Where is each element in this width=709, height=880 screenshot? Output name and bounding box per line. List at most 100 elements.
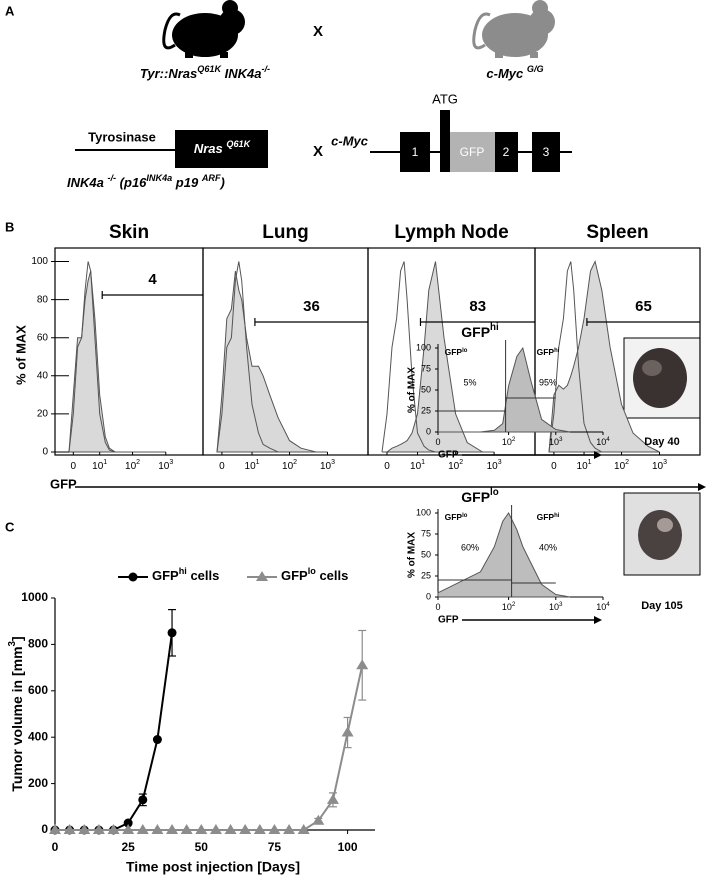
genotype-label: INK4a -/- (p16INK4a p19 ARF) <box>67 173 225 190</box>
histogram-line <box>68 261 166 453</box>
x-tick-label-base: 10 <box>549 602 559 612</box>
exon-box <box>495 132 518 172</box>
gate-name-part: lo <box>462 348 468 354</box>
x-tick-label-exp: 3 <box>663 459 667 466</box>
histogram-line <box>216 261 328 453</box>
x-tick-label-exp: 2 <box>136 459 140 466</box>
y-axis-label-part: 3 <box>7 640 18 646</box>
x-tick-label: 0 <box>52 840 59 854</box>
point <box>166 824 179 834</box>
gate-value: 83 <box>469 298 486 315</box>
gate-name-part: hi <box>554 513 560 519</box>
point <box>312 814 325 825</box>
genotype-label-part: (p16 <box>116 175 147 190</box>
cross-label-part: c-Myc <box>486 66 526 81</box>
histogram-area <box>216 270 328 453</box>
x-axis-label: GFP <box>438 450 459 461</box>
x-tick-label-base: 10 <box>125 461 137 472</box>
x-tick-label: 102 <box>502 601 516 612</box>
y-tick-label: 50 <box>421 384 431 394</box>
x-tick-label: 103 <box>652 459 667 471</box>
x-tick-label-base: 0 <box>551 461 557 472</box>
panel-frame <box>534 247 701 456</box>
histogram-area <box>68 270 166 453</box>
transgene-label-part: Q61K <box>226 139 251 149</box>
gate-name: GFPhi <box>537 512 560 522</box>
point <box>224 824 237 834</box>
y-tick-label: 0 <box>41 822 48 836</box>
y-axis-label: % of MAX <box>13 325 28 385</box>
histogram-line <box>381 261 495 453</box>
point <box>151 824 164 834</box>
arrow-head <box>698 483 706 491</box>
x-tick-label-base: 10 <box>614 461 626 472</box>
x-tick-label-exp: 1 <box>421 459 425 466</box>
histogram-line <box>548 261 660 453</box>
x-tick-label: 0 <box>435 602 440 612</box>
y-axis-label-part: ] <box>9 636 25 641</box>
x-tick-label-base: 10 <box>410 461 422 472</box>
gate-name: GFPhi <box>537 347 560 357</box>
x-tick-label-base: 10 <box>158 461 170 472</box>
arrow-head <box>594 616 602 624</box>
panel-label: A <box>5 3 15 18</box>
gate-value: 4 <box>148 271 157 288</box>
exon-box <box>532 132 560 172</box>
y-tick-label: 40 <box>37 370 49 381</box>
chart-title: Lung <box>262 222 308 243</box>
point <box>78 824 91 834</box>
exon-label: 3 <box>543 145 550 159</box>
y-tick-label: 0 <box>42 447 48 458</box>
x-axis-label: GFP <box>50 476 77 491</box>
genotype-label-part: -/- <box>107 173 116 183</box>
x-tick-label: 101 <box>410 459 425 471</box>
point <box>297 824 310 834</box>
point <box>195 824 208 834</box>
x-tick-label-base: 10 <box>487 461 499 472</box>
x-tick-label: 104 <box>596 436 610 447</box>
gate-value: 65 <box>635 298 652 315</box>
x-tick-label-base: 10 <box>502 437 512 447</box>
point <box>92 824 105 834</box>
y-axis-label: % of MAX <box>407 532 418 578</box>
x-tick-label: 103 <box>549 601 563 612</box>
chart-title: Skin <box>109 222 149 243</box>
mouse-black <box>162 0 245 58</box>
x-tick-label-base: 0 <box>435 602 440 612</box>
tumor-photo <box>623 337 701 419</box>
y-tick-label: 100 <box>31 256 48 267</box>
cross-sign: X <box>313 143 323 160</box>
cross-label-part: G/G <box>527 64 544 74</box>
x-tick-label-base: 10 <box>652 461 664 472</box>
x-tick-label-exp: 3 <box>331 459 335 466</box>
y-tick-label: 25 <box>421 405 431 415</box>
genotype-label-part: INK4a <box>67 175 107 190</box>
y-tick-label: 1000 <box>21 590 48 604</box>
x-tick-label-base: 10 <box>245 461 257 472</box>
gate-name-part: lo <box>462 513 468 519</box>
point <box>239 824 252 834</box>
x-tick-label-exp: 2 <box>459 459 463 466</box>
x-axis-label: GFP <box>438 615 459 626</box>
chart-title-part: hi <box>490 322 499 333</box>
y-tick-label: 60 <box>37 332 49 343</box>
x-tick-label-exp: 1 <box>103 459 107 466</box>
x-tick-label: 0 <box>384 461 390 472</box>
legend-label-part: GFP <box>281 568 308 583</box>
arrow-head <box>594 451 602 459</box>
x-tick-label: 0 <box>551 461 557 472</box>
gate-value: 36 <box>303 298 320 315</box>
x-tick-label-base: 10 <box>282 461 294 472</box>
x-tick-label-exp: 3 <box>559 601 563 608</box>
point <box>63 824 76 834</box>
gate-name-part: hi <box>554 348 560 354</box>
point <box>341 726 354 737</box>
x-tick-label: 0 <box>219 461 225 472</box>
y-axis-label-part: Tumor volume in [mm <box>9 646 25 791</box>
x-tick-label: 104 <box>596 601 610 612</box>
genotype-label-part: p19 <box>172 175 202 190</box>
point <box>268 824 281 834</box>
x-tick-label-base: 10 <box>448 461 460 472</box>
legend-label: GFPhi cells <box>152 566 219 583</box>
x-tick-label: 103 <box>158 459 173 471</box>
